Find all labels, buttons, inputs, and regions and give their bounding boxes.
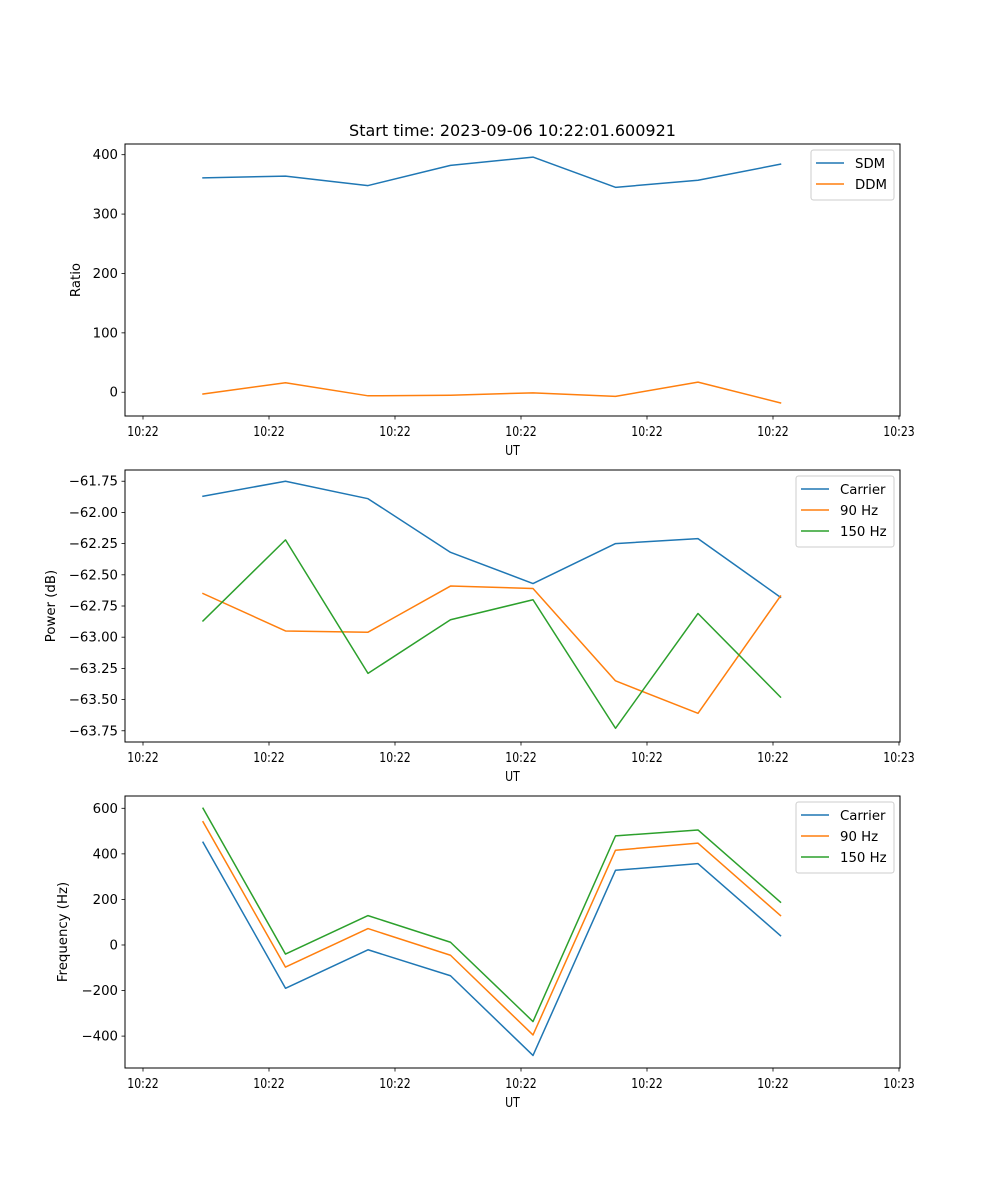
legend-label: Carrier: [840, 809, 886, 824]
axes-frame: [124, 795, 901, 1069]
legend-box: [795, 475, 895, 548]
y-tick-label: 0: [110, 386, 118, 401]
x-tick-label: 10:22: [631, 424, 662, 439]
x-tick-label: 10:22: [253, 750, 284, 765]
series-line-150-hz: [201, 807, 782, 1023]
legend-label: 150 Hz: [840, 851, 887, 866]
legend-box: [795, 801, 895, 874]
x-tick-label: 10:23: [883, 750, 914, 765]
x-axis-label: UT: [505, 769, 520, 784]
y-tick-label: −63.00: [69, 631, 118, 646]
series-line-90-hz: [201, 820, 782, 1036]
x-tick-label: 10:22: [253, 424, 284, 439]
x-tick-label: 10:22: [757, 750, 788, 765]
x-tick-label: 10:22: [127, 424, 158, 439]
series-line-carrier: [202, 480, 782, 599]
legend-label: Carrier: [840, 483, 886, 498]
y-tick-label: −63.75: [69, 724, 118, 739]
x-axis-label: UT: [505, 443, 520, 458]
subplot-2: −61.75 −62.00 −62.25 −62.50 −62.75 −63.00 −63.…: [44, 469, 915, 784]
legend-label: SDM: [855, 157, 885, 172]
x-tick-label: 10:22: [631, 750, 662, 765]
x-axis-label: UT: [505, 1095, 520, 1110]
axes-frame: [124, 143, 901, 417]
series-line-sdm: [202, 156, 782, 189]
y-tick-label: 0: [110, 938, 118, 953]
y-tick-label: −200: [81, 984, 118, 999]
x-tick-label: 10:22: [505, 424, 536, 439]
x-tick-label: 10:22: [379, 750, 410, 765]
figure-title: Start time: 2023-09-06 10:22:01.600921: [349, 121, 676, 140]
x-tick-label: 10:22: [505, 1076, 536, 1091]
series-line-ddm: [202, 381, 782, 404]
y-axis-label: Power (dB): [44, 570, 59, 642]
legend: Carrier 90 Hz 150 Hz: [795, 475, 895, 548]
y-tick-label: −62.75: [69, 600, 118, 615]
plot-area: [125, 144, 900, 416]
x-tick-label: 10:22: [253, 1076, 284, 1091]
legend-label: DDM: [855, 178, 887, 193]
y-tick-label: 400: [93, 148, 118, 163]
x-tick-label: 10:22: [379, 424, 410, 439]
y-tick-label: −62.50: [69, 568, 118, 583]
legend: SDM DDM: [810, 149, 895, 201]
legend: Carrier 90 Hz 150 Hz: [795, 801, 895, 874]
series-line-carrier: [201, 841, 782, 1057]
y-tick-label: 100: [93, 326, 118, 341]
legend-label: 90 Hz: [840, 830, 878, 845]
plot-area: [125, 470, 900, 742]
y-tick-label: −63.50: [69, 693, 118, 708]
y-tick-label: −62.00: [69, 506, 118, 521]
legend-label: 90 Hz: [840, 504, 878, 519]
x-tick-label: 10:23: [883, 424, 914, 439]
x-tick-label: 10:22: [379, 1076, 410, 1091]
legend-label: 150 Hz: [840, 525, 887, 540]
plot-area: [125, 796, 900, 1068]
subplot-1: 0 100 200 300 400 10:22 10:22 10:22 10:22 10:22 10…: [69, 143, 915, 458]
y-tick-label: −62.25: [69, 537, 118, 552]
x-tick-label: 10:22: [631, 1076, 662, 1091]
y-axis-label: Ratio: [69, 263, 84, 297]
x-tick-label: 10:22: [757, 1076, 788, 1091]
y-tick-label: 300: [93, 208, 118, 223]
series-line-90-hz: [202, 585, 782, 715]
x-tick-label: 10:22: [505, 750, 536, 765]
y-tick-label: −400: [81, 1030, 118, 1045]
y-tick-label: 600: [93, 802, 118, 817]
y-tick-label: 200: [93, 893, 118, 908]
x-tick-label: 10:22: [127, 1076, 158, 1091]
y-tick-label: 400: [93, 847, 118, 862]
y-tick-label: −63.25: [69, 662, 118, 677]
y-tick-label: 200: [93, 267, 118, 282]
subplot-3: −400 −200 0 200 400 600 10:22 10:22 10:22 10:22 10…: [56, 795, 915, 1110]
x-tick-label: 10:23: [883, 1076, 914, 1091]
series-line-150-hz: [201, 539, 782, 730]
x-tick-label: 10:22: [127, 750, 158, 765]
y-tick-label: −61.75: [69, 475, 118, 490]
y-axis-label: Frequency (Hz): [56, 882, 71, 982]
x-tick-label: 10:22: [757, 424, 788, 439]
